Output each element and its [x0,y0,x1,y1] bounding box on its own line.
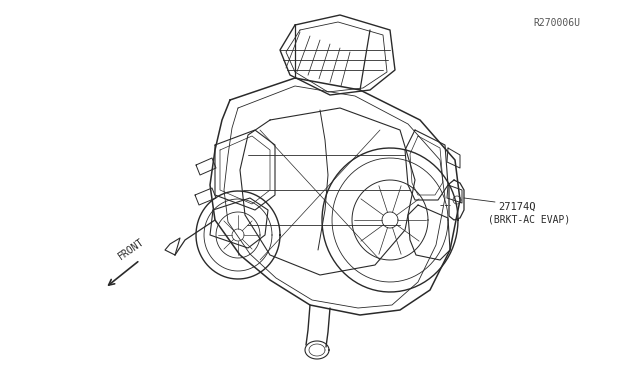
Text: R270006U: R270006U [533,18,580,28]
Text: 27174Q: 27174Q [498,202,536,212]
Text: (BRKT-AC EVAP): (BRKT-AC EVAP) [488,215,570,225]
Text: FRONT: FRONT [116,237,146,262]
